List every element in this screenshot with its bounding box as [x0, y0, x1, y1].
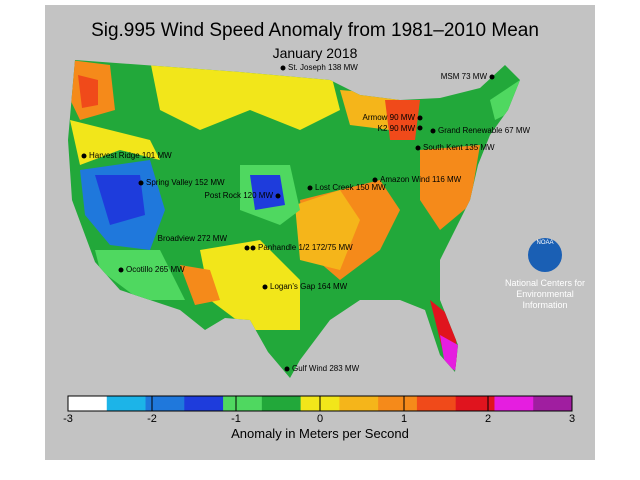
site-dot: [244, 245, 250, 251]
site-dot: [489, 74, 495, 80]
colorbar-segment: [184, 396, 224, 411]
colorbar-segment: [68, 396, 108, 411]
title: Sig.995 Wind Speed Anomaly from 1981–201…: [91, 20, 539, 41]
colorbar-segment: [416, 396, 457, 411]
site-label: Gulf Wind 283 MW: [292, 364, 360, 373]
map: [68, 60, 520, 378]
subtitle: January 2018: [273, 45, 358, 61]
tick-label: 2: [485, 413, 491, 425]
site-dot: [415, 145, 421, 151]
site-label: Ocotillo 265 MW: [126, 265, 185, 274]
legend-label: Anomaly in Meters per Second: [231, 426, 409, 441]
tick-label: -3: [63, 413, 73, 425]
site-label: Harvest Ridge 101 MW: [89, 151, 172, 160]
site-label: Spring Valley 152 MW: [146, 178, 225, 187]
site-label: Panhandle 1/2 172/75 MW: [258, 243, 353, 252]
logo: NOAA National Centers for Environmental …: [505, 238, 585, 310]
site-dot: [430, 128, 436, 134]
site-dot: [262, 284, 268, 290]
site-label: Broadview 272 MW: [158, 234, 228, 243]
tick-label: 3: [569, 413, 575, 425]
site-dot: [280, 65, 286, 71]
colorbar-segment: [261, 396, 302, 411]
site-dot: [250, 245, 256, 251]
site-dot: [307, 185, 313, 191]
colorbar-segment: [339, 396, 379, 411]
colorbar-segment: [106, 396, 147, 411]
site-dot: [417, 125, 423, 131]
logo-mark: NOAA: [536, 240, 553, 246]
site-dot: [118, 267, 124, 273]
site-dot: [417, 115, 423, 121]
site-label: Amazon Wind 116 MW: [380, 175, 462, 184]
site-label: South Kent 135 MW: [423, 143, 495, 152]
sites: St. Joseph 138 MW MSM 73 MW Armow 90 MW …: [81, 63, 530, 373]
tick-label: -1: [231, 413, 241, 425]
site-label: St. Joseph 138 MW: [288, 63, 358, 72]
colorbar-segment: [145, 396, 185, 411]
site-label: Logan’s Gap 164 MW: [270, 282, 348, 291]
site-dot: [372, 177, 378, 183]
site-label: Armow 90 MW: [363, 113, 416, 122]
site-label: MSM 73 MW: [441, 72, 488, 81]
colorbar-segment: [494, 396, 534, 411]
site-dot: [284, 366, 290, 372]
colorbar-segment: [533, 396, 573, 411]
site-label: K2 90 MW: [378, 124, 416, 133]
site-dot: [138, 180, 144, 186]
site-label: Lost Creek 150 MW: [315, 183, 386, 192]
logo-text: National Centers for: [505, 278, 585, 288]
logo-circle: [528, 238, 562, 272]
tick-label: 0: [317, 413, 323, 425]
colorbar-segment: [223, 396, 263, 411]
site-label: Post Rock 120 MW: [205, 191, 274, 200]
logo-text: Environmental: [516, 289, 574, 299]
tick-label: -2: [147, 413, 157, 425]
colorbar-segment: [378, 396, 418, 411]
colorbar: -3 -2 -1 0 1 2 3: [63, 395, 575, 425]
site-label: Grand Renewable 67 MW: [438, 126, 530, 135]
site-dot: [275, 193, 281, 199]
site-dot: [81, 153, 87, 159]
logo-text: Information: [522, 300, 567, 310]
tick-label: 1: [401, 413, 407, 425]
colorbar-segment: [455, 396, 495, 411]
